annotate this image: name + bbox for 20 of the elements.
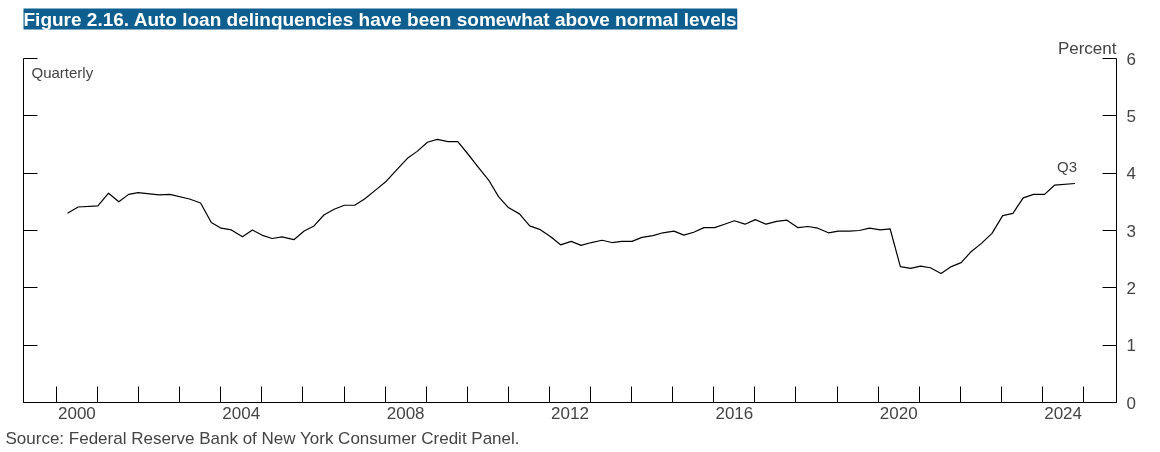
- y-axis-title: Percent: [1057, 38, 1117, 58]
- x-tick-label: 2004: [222, 403, 261, 423]
- y-tick-label: 2: [1126, 278, 1136, 298]
- y-tick-label: 5: [1126, 106, 1136, 126]
- x-tick-label: 2012: [551, 403, 589, 423]
- annotation: Quarterly: [31, 63, 94, 81]
- y-tick-label: 4: [1126, 164, 1136, 184]
- line-series: [66, 138, 1076, 275]
- x-tick-label: 2024: [1044, 403, 1082, 423]
- x-tick-label: 2016: [715, 403, 754, 423]
- y-tick-label: 3: [1126, 221, 1136, 241]
- x-tick-label: 2020: [879, 403, 918, 423]
- x-tick-label: 2008: [386, 403, 425, 423]
- chart-title: Figure 2.16. Auto loan delinquencies have been somewhat above normal levels: [23, 8, 737, 30]
- y-tick-label: 0: [1126, 393, 1136, 413]
- x-tick-label: 2000: [58, 403, 96, 423]
- y-tick-label: 6: [1126, 49, 1136, 69]
- source-note: Source: Federal Reserve Bank of New York Consumer Credit Panel.: [5, 428, 520, 448]
- annotation: Q3: [1056, 158, 1077, 176]
- y-tick-label: 1: [1126, 336, 1136, 356]
